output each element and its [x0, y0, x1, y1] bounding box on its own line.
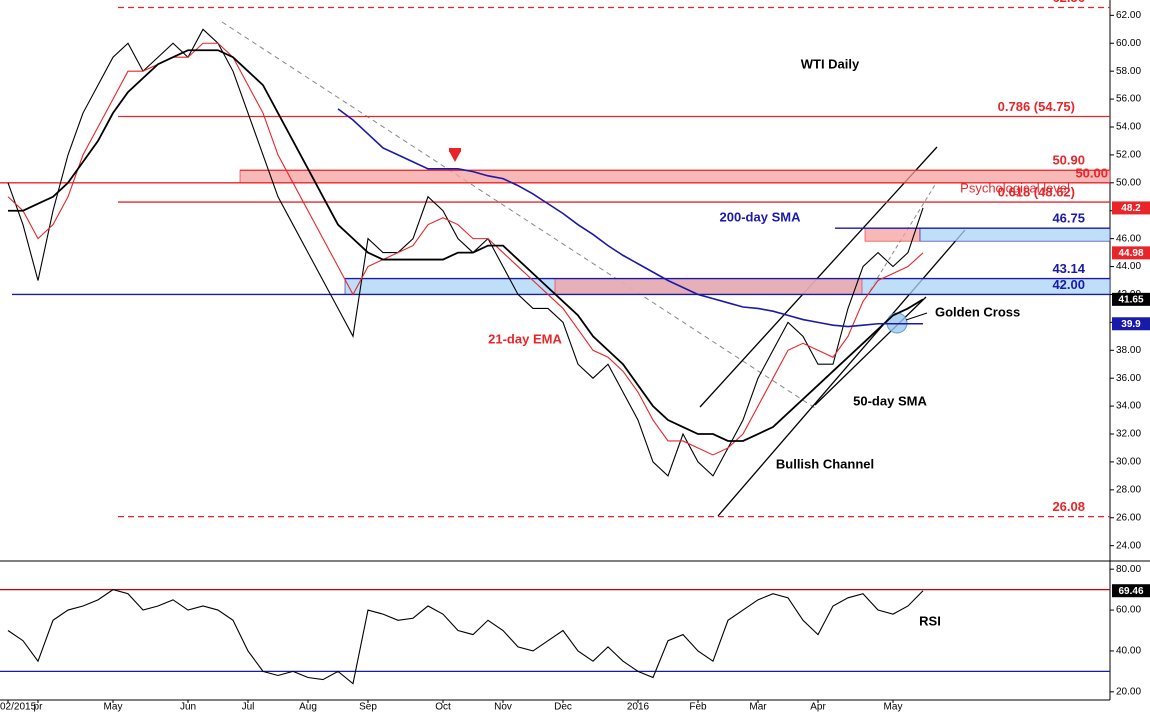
- y-tick-label: 34.00: [1116, 401, 1141, 412]
- series-line: [7, 28, 924, 477]
- x-tick-label: Apr: [810, 702, 826, 713]
- y-tick-label: 46.00: [1116, 233, 1141, 244]
- x-tick-label: Jul: [242, 702, 255, 713]
- annotation: Bullish Channel: [776, 456, 874, 471]
- x-tick-label: pr: [34, 702, 44, 713]
- x-tick-label: 2016: [627, 702, 650, 713]
- x-tick-label: 02/2015: [0, 702, 37, 713]
- y-tick-label: 50.00: [1116, 177, 1141, 188]
- x-tick-label: Nov: [494, 702, 512, 713]
- level-label: 42.00: [1052, 277, 1085, 292]
- price-tag-label: 69.46: [1118, 586, 1143, 597]
- price-tag-label: 48.2: [1121, 203, 1141, 214]
- y-tick-label: 54.00: [1116, 122, 1141, 133]
- trend-line: [221, 21, 816, 409]
- y-tick-label: 32.00: [1116, 429, 1141, 440]
- price-tag-label: 39.9: [1121, 319, 1141, 330]
- level-label: 0.618 (48.62): [998, 185, 1075, 200]
- x-tick-label: Sep: [359, 702, 377, 713]
- y-tick-label: 62.00: [1116, 10, 1141, 21]
- price-tag: [1112, 201, 1150, 215]
- y-tick-label: 36.00: [1116, 373, 1141, 384]
- x-tick-label: Aug: [299, 702, 317, 713]
- series-label: 21-day EMA: [488, 331, 562, 346]
- series-line: [8, 49, 924, 442]
- y-tick-label: 30.00: [1116, 457, 1141, 468]
- x-tick-label: Mar: [749, 702, 767, 713]
- annotation: Golden Cross: [935, 304, 1020, 319]
- price-tag: [1112, 317, 1150, 331]
- level-label: 46.75: [1052, 211, 1085, 226]
- channel-line: [814, 296, 927, 406]
- y-tick-label: 80.00: [1116, 564, 1141, 575]
- price-tag: [1112, 584, 1150, 598]
- channel-line: [717, 229, 966, 517]
- series-label: 50-day SMA: [853, 393, 927, 408]
- y-tick-label: 24.00: [1116, 540, 1141, 551]
- pointer: [905, 312, 928, 321]
- x-tick-label: Jun: [180, 702, 196, 713]
- channel-line: [699, 146, 938, 408]
- level-name: Psychological level: [960, 180, 1070, 195]
- level-label: 50.90: [1052, 153, 1085, 168]
- x-tick-label: Oct: [435, 702, 451, 713]
- y-tick-label: 58.00: [1116, 66, 1141, 77]
- series-line: [337, 108, 923, 328]
- level-label: 26.08: [1052, 499, 1085, 514]
- level-label: 0.786 (54.75): [998, 99, 1075, 114]
- price-tag: [1112, 246, 1150, 260]
- y-tick-label: 26.00: [1116, 512, 1141, 523]
- series-line: [7, 589, 924, 685]
- level-label: 50.00: [1075, 165, 1108, 180]
- x-tick-label: Dec: [554, 702, 572, 713]
- arrow: [449, 151, 461, 162]
- x-tick-label: May: [884, 702, 903, 713]
- y-tick-label: 40.00: [1116, 646, 1141, 657]
- y-tick-label: 38.00: [1116, 345, 1141, 356]
- zone: [554, 278, 863, 295]
- y-tick-label: 60.00: [1116, 38, 1141, 49]
- level-label: 62.56: [1052, 0, 1085, 5]
- y-tick-label: 60.00: [1116, 605, 1141, 616]
- series-label: 200-day SMA: [720, 209, 802, 224]
- price-tag-label: 41.65: [1118, 294, 1143, 305]
- x-tick-label: Feb: [689, 702, 707, 713]
- x-tick-label: May: [104, 702, 123, 713]
- y-tick-label: 20.00: [1116, 686, 1141, 697]
- level-label: 43.14: [1052, 261, 1085, 276]
- y-tick-label: 56.00: [1116, 94, 1141, 105]
- panel-title: RSI: [919, 613, 941, 628]
- chart-title: WTI Daily: [801, 56, 860, 71]
- y-tick-label: 44.00: [1116, 261, 1141, 272]
- y-tick-label: 28.00: [1116, 484, 1141, 495]
- price-tag: [1112, 292, 1150, 306]
- arrow: [449, 148, 461, 152]
- y-tick-label: 52.00: [1116, 150, 1141, 161]
- price-tag-label: 44.98: [1118, 248, 1143, 259]
- zone: [864, 227, 921, 242]
- zone: [919, 227, 1111, 242]
